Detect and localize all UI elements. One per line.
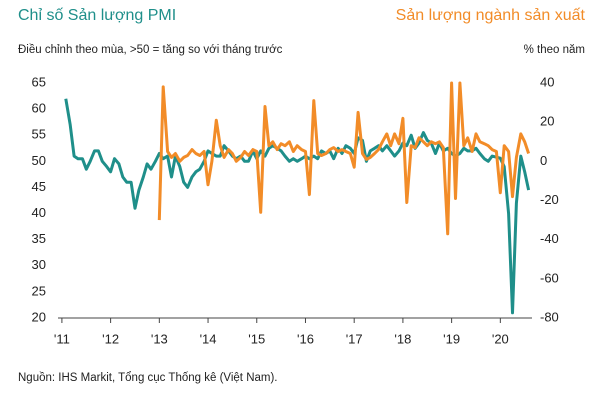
x-tick-label: '12 [102, 331, 119, 346]
x-tick-label: '13 [151, 331, 168, 346]
left-title: Chỉ số Sản lượng PMI [18, 7, 176, 24]
x-tick-label: '11 [54, 331, 70, 346]
right-title: Sản lượng ngành sản xuất [396, 7, 586, 24]
y-tick-label: 25 [32, 283, 46, 298]
x-tick-label: '15 [248, 331, 265, 346]
y-tick-label: 20 [32, 309, 46, 324]
x-tick-label: '18 [394, 331, 411, 346]
y-tick-label: 55 [32, 127, 46, 142]
y2-tick-label: -20 [540, 192, 559, 207]
y2-label: % theo năm [524, 44, 585, 56]
y2-tick-label: 20 [540, 114, 554, 129]
x-tick-label: '19 [443, 331, 460, 346]
y-tick-label: 30 [32, 257, 46, 272]
y-tick-label: 45 [32, 179, 46, 194]
x-tick-label: '16 [297, 331, 314, 346]
x-tick-label: '20 [492, 331, 509, 346]
subtitle: Điều chỉnh theo mùa, >50 = tăng so với t… [18, 44, 283, 56]
y2-tick-label: 40 [540, 74, 554, 89]
x-tick-label: '14 [200, 331, 217, 346]
y2-tick-label: 0 [540, 153, 547, 168]
y2-tick-label: -40 [540, 231, 559, 246]
source: Nguồn: IHS Markit, Tổng cục Thống kê (Vi… [18, 372, 278, 384]
y2-tick-label: -80 [540, 309, 559, 324]
y-tick-label: 35 [32, 231, 46, 246]
y-tick-label: 60 [32, 101, 46, 116]
y-tick-label: 65 [32, 74, 46, 89]
x-tick-label: '17 [346, 331, 363, 346]
series-line [157, 81, 531, 236]
y2-tick-label: -60 [540, 270, 559, 285]
series-line [64, 98, 531, 315]
y-tick-label: 50 [32, 153, 46, 168]
y-tick-label: 40 [32, 205, 46, 220]
